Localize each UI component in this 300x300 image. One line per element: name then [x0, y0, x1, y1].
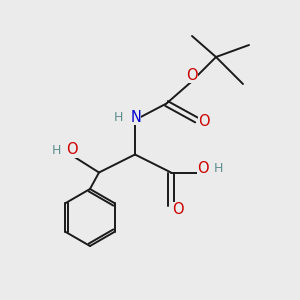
Text: O: O	[197, 161, 209, 176]
Text: O: O	[198, 114, 210, 129]
Text: O: O	[186, 68, 198, 83]
Text: H: H	[114, 111, 123, 124]
Text: H: H	[52, 143, 62, 157]
Text: O: O	[66, 142, 77, 158]
Text: N: N	[130, 110, 141, 125]
Text: O: O	[172, 202, 183, 217]
Text: H: H	[213, 162, 223, 176]
